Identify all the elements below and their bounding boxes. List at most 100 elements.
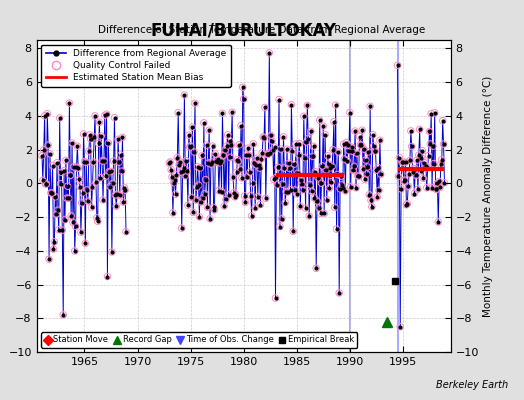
Point <box>212 158 221 164</box>
Point <box>247 192 255 199</box>
Point <box>51 194 59 200</box>
Point <box>425 128 433 135</box>
Point <box>60 168 68 174</box>
Point <box>224 192 233 198</box>
Point <box>395 154 403 161</box>
Point <box>282 188 290 195</box>
Point <box>117 168 126 174</box>
Point <box>205 127 213 133</box>
Point <box>226 154 235 160</box>
Point <box>301 205 310 211</box>
Point <box>184 202 192 208</box>
Point <box>201 190 209 197</box>
Point <box>332 102 340 108</box>
Point <box>99 197 107 203</box>
Point <box>98 158 106 164</box>
Point <box>306 181 314 188</box>
Point <box>70 164 78 170</box>
Point <box>79 131 88 137</box>
Point <box>253 155 261 161</box>
Point <box>84 198 92 204</box>
Point <box>115 159 123 165</box>
Point <box>177 169 185 175</box>
Point <box>431 110 439 116</box>
Point <box>362 157 370 163</box>
Point <box>184 202 192 208</box>
Point <box>350 163 358 170</box>
Point <box>220 203 228 209</box>
Point <box>266 149 275 156</box>
Point <box>239 96 248 102</box>
Point <box>287 102 296 108</box>
Point <box>245 152 253 159</box>
Point <box>217 188 226 195</box>
Point <box>314 174 322 181</box>
Point <box>104 140 113 146</box>
Point <box>332 226 341 232</box>
Point <box>224 132 232 138</box>
Point <box>325 185 334 191</box>
Point <box>297 177 305 183</box>
Point <box>85 148 93 154</box>
Point <box>45 256 53 262</box>
Point <box>311 168 320 175</box>
Legend: Station Move, Record Gap, Time of Obs. Change, Empirical Break: Station Move, Record Gap, Time of Obs. C… <box>41 332 357 348</box>
Point <box>238 84 247 90</box>
Point <box>285 160 293 166</box>
Point <box>181 172 190 179</box>
Point <box>375 187 383 194</box>
Point <box>208 159 216 165</box>
Point <box>189 209 198 216</box>
Point <box>172 172 181 178</box>
Point <box>89 159 97 165</box>
Point <box>57 180 65 187</box>
Point <box>372 148 380 154</box>
Point <box>221 147 230 153</box>
Point <box>334 149 343 155</box>
Point <box>201 190 209 197</box>
Point <box>403 200 411 207</box>
Point <box>179 165 188 171</box>
Point <box>205 127 213 133</box>
Point <box>210 207 219 213</box>
Point <box>94 140 103 147</box>
Point <box>111 192 119 198</box>
Point <box>232 169 241 176</box>
Point <box>79 190 87 196</box>
Point <box>200 120 208 126</box>
Point <box>51 194 59 200</box>
Point <box>185 144 194 150</box>
Point <box>93 215 101 221</box>
Point <box>406 157 414 164</box>
Point <box>316 210 325 216</box>
Point <box>99 197 107 203</box>
Point <box>217 188 226 195</box>
Point <box>76 183 84 190</box>
Point <box>255 165 264 171</box>
Point <box>370 148 379 154</box>
Point <box>423 164 432 171</box>
Point <box>351 128 359 134</box>
Point <box>363 171 371 177</box>
Point <box>39 177 47 184</box>
Point <box>332 226 341 232</box>
Point <box>279 134 288 140</box>
Point <box>84 198 92 204</box>
Point <box>170 177 179 184</box>
Point <box>108 180 117 187</box>
Point <box>88 204 96 211</box>
Point <box>100 158 108 164</box>
Point <box>170 180 178 186</box>
Point <box>219 152 227 159</box>
Point <box>278 216 286 222</box>
Point <box>305 213 313 219</box>
Point <box>245 152 253 159</box>
Point <box>274 164 282 170</box>
Point <box>339 184 347 191</box>
Point <box>62 157 70 164</box>
Point <box>357 142 366 148</box>
Point <box>53 160 61 166</box>
Point <box>201 176 210 183</box>
Point <box>56 115 64 121</box>
Point <box>417 168 425 174</box>
